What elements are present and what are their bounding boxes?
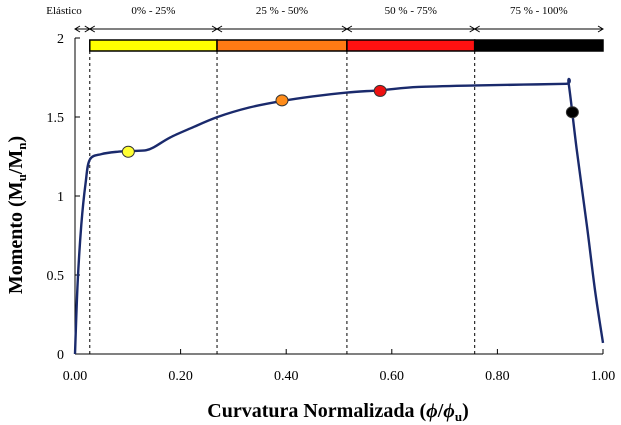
divider-lines-layer xyxy=(89,51,476,354)
damage-marker-1 xyxy=(121,145,135,158)
range-labels-layer: Elástico 0% - 25% 25 % - 50% 50 % - 75% 75 %… xyxy=(46,5,604,33)
range-label-4: 50 % - 75% xyxy=(385,5,437,17)
range-arrow-head-left-2 xyxy=(88,25,96,33)
x-tick-label-1: 0.20 xyxy=(168,369,193,384)
range-label-1: Elástico xyxy=(46,5,82,17)
range-arrow-head-right-5 xyxy=(597,25,604,33)
series-layer xyxy=(73,77,605,355)
range-label-2: 0% - 25% xyxy=(131,5,175,17)
x-axis-title: Curvatura Normalizada (ϕ/ϕu) xyxy=(207,400,468,424)
x-tick-label-2: 0.40 xyxy=(274,369,299,384)
damage-bar-3 xyxy=(346,39,476,52)
x-tick-label-5: 1.00 xyxy=(591,369,616,384)
y-tick-label-1: 0.5 xyxy=(47,269,65,284)
damage-bar-1 xyxy=(89,39,218,52)
damage-bar-4 xyxy=(473,39,604,52)
markers-layer xyxy=(121,84,579,158)
y-tick-label-0: 0 xyxy=(57,348,64,363)
damage-marker-4 xyxy=(565,106,579,119)
damage-bar-2 xyxy=(216,39,348,52)
series-line-1 xyxy=(73,77,605,355)
x-tick-label-4: 0.80 xyxy=(485,369,510,384)
y-tick-label-4: 2 xyxy=(57,32,64,47)
damage-marker-2 xyxy=(275,94,289,107)
range-arrow-head-left-3 xyxy=(216,25,223,33)
y-axis-title: Momento (Mu/Mn) xyxy=(5,136,29,294)
range-arrow-head-left-4 xyxy=(345,25,353,33)
range-label-3: 25 % - 50% xyxy=(256,5,308,17)
range-arrow-head-left-5 xyxy=(473,25,480,33)
range-label-5: 75 % - 100% xyxy=(510,5,568,17)
y-tick-label-3: 1.5 xyxy=(47,111,65,126)
damage-marker-3 xyxy=(373,84,387,97)
y-tick-label-2: 1 xyxy=(57,190,64,205)
tick-labels-layer: 0 0.5 1 1.5 2 0.00 0.20 0.40 0.60 0.80 1.00 xyxy=(47,32,616,384)
x-tick-label-0: 0.00 xyxy=(63,369,88,384)
x-tick-label-3: 0.60 xyxy=(380,369,405,384)
range-arrow-head-left-1 xyxy=(74,25,81,33)
damage-bars-layer xyxy=(89,39,604,52)
